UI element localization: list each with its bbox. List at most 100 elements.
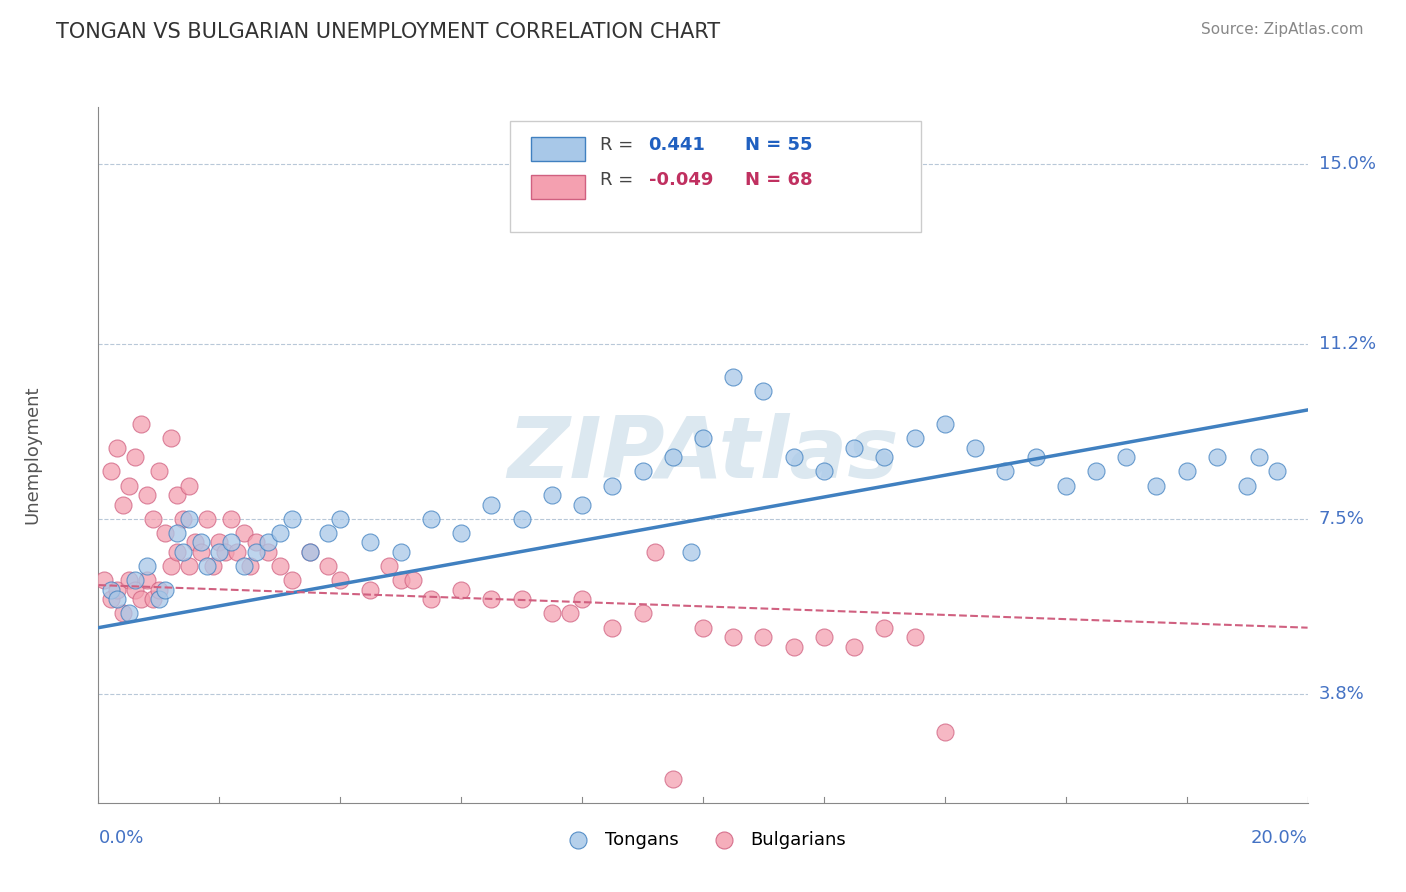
Point [118, 574, 141, 588]
Point [172, 545, 194, 559]
Text: 7.5%: 7.5% [1319, 510, 1365, 528]
Point [100, 592, 122, 607]
Point [679, 545, 702, 559]
Point [142, 512, 165, 526]
Point [160, 431, 183, 445]
Point [226, 545, 249, 559]
Point [118, 478, 141, 492]
Point [129, 592, 152, 607]
Text: 15.0%: 15.0% [1319, 155, 1375, 173]
Point [692, 621, 714, 635]
Point [179, 478, 201, 492]
Point [269, 559, 291, 574]
Point [571, 498, 593, 512]
Point [135, 574, 157, 588]
Point [208, 535, 231, 549]
Point [450, 582, 472, 597]
Point [510, 512, 533, 526]
Point [111, 498, 134, 512]
Point [360, 582, 382, 597]
Point [232, 526, 254, 541]
Text: TONGAN VS BULGARIAN UNEMPLOYMENT CORRELATION CHART: TONGAN VS BULGARIAN UNEMPLOYMENT CORRELA… [56, 22, 720, 42]
Point [142, 592, 165, 607]
Point [299, 545, 322, 559]
Point [153, 582, 176, 597]
Text: 0.441: 0.441 [648, 136, 706, 154]
Point [661, 772, 683, 786]
Point [1144, 478, 1167, 492]
Point [316, 526, 339, 541]
Point [1236, 478, 1258, 492]
Point [124, 582, 146, 597]
Point [148, 592, 170, 607]
Point [420, 512, 443, 526]
Point [129, 417, 152, 432]
Point [105, 441, 128, 455]
Point [661, 450, 683, 465]
Point [172, 512, 194, 526]
Point [481, 592, 503, 607]
Text: 3.8%: 3.8% [1319, 685, 1364, 703]
Point [540, 488, 562, 502]
Point [1024, 450, 1046, 465]
Point [135, 488, 157, 502]
Point [904, 630, 927, 644]
Point [245, 535, 267, 549]
Point [510, 592, 533, 607]
Text: Source: ZipAtlas.com: Source: ZipAtlas.com [1201, 22, 1364, 37]
Point [281, 512, 304, 526]
Point [239, 559, 262, 574]
FancyBboxPatch shape [509, 121, 921, 232]
Point [135, 559, 157, 574]
Legend: Tongans, Bulgarians: Tongans, Bulgarians [553, 824, 853, 856]
Point [450, 526, 472, 541]
Point [723, 630, 745, 644]
Point [558, 607, 581, 621]
Point [377, 559, 399, 574]
Point [195, 512, 218, 526]
Point [873, 450, 896, 465]
Text: Unemployment: Unemployment [22, 385, 41, 524]
Point [571, 592, 593, 607]
Point [1085, 465, 1108, 479]
Point [256, 535, 278, 549]
Point [124, 450, 146, 465]
Text: N = 68: N = 68 [745, 171, 813, 189]
Text: ZIPAtlas: ZIPAtlas [508, 413, 898, 497]
Point [481, 498, 503, 512]
Point [752, 630, 775, 644]
Point [873, 621, 896, 635]
Point [166, 526, 188, 541]
Point [148, 465, 170, 479]
Point [934, 724, 956, 739]
Point [118, 607, 141, 621]
FancyBboxPatch shape [531, 137, 585, 161]
Point [644, 545, 666, 559]
Point [813, 465, 835, 479]
Point [402, 574, 425, 588]
Point [782, 450, 804, 465]
Text: 11.2%: 11.2% [1319, 334, 1376, 352]
Point [93, 574, 115, 588]
Point [190, 545, 212, 559]
Point [148, 582, 170, 597]
Point [256, 545, 278, 559]
Point [813, 630, 835, 644]
Point [179, 512, 201, 526]
Point [844, 441, 866, 455]
Point [602, 478, 624, 492]
Point [389, 545, 412, 559]
Point [166, 545, 188, 559]
Point [904, 431, 927, 445]
Point [1115, 450, 1137, 465]
Point [1206, 450, 1229, 465]
Text: 20.0%: 20.0% [1251, 829, 1308, 847]
Point [166, 488, 188, 502]
Point [420, 592, 443, 607]
Point [692, 431, 714, 445]
Point [269, 526, 291, 541]
Text: N = 55: N = 55 [745, 136, 813, 154]
Point [160, 559, 183, 574]
Point [100, 465, 122, 479]
Point [631, 607, 654, 621]
